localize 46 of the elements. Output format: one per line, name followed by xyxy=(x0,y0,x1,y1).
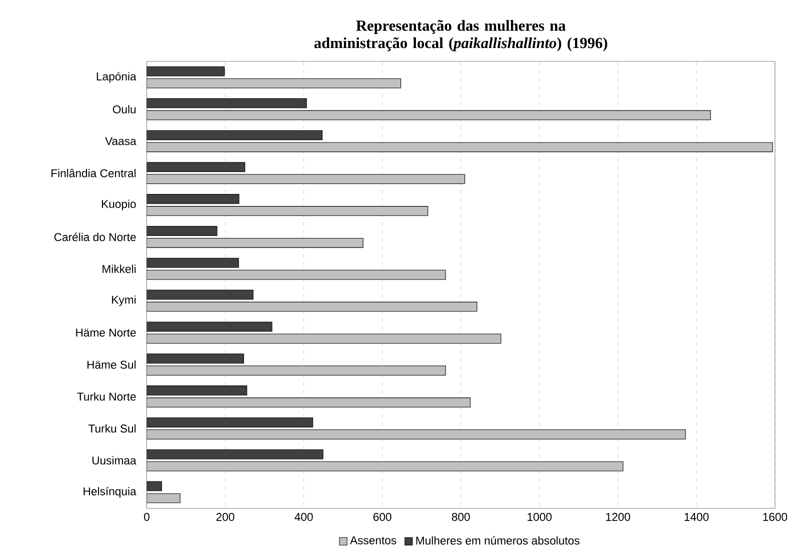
bar xyxy=(146,98,307,108)
y-tick-label: Häme Norte xyxy=(76,328,136,336)
y-tick-label: Häme Sul xyxy=(87,360,136,369)
y-tick-label: Turku Sul xyxy=(88,424,136,432)
bar xyxy=(146,78,402,88)
x-tick-label: 1400 xyxy=(684,512,709,521)
bar xyxy=(146,66,225,76)
y-tick-label: Uusimaa xyxy=(92,456,136,464)
legend-label: Assentos xyxy=(350,536,396,544)
x-tick-label: 1000 xyxy=(528,512,552,521)
bar xyxy=(146,461,624,472)
y-tick-label: Helsínquia xyxy=(84,486,136,498)
bar xyxy=(146,270,446,280)
y-tick-label: Oulu xyxy=(112,104,136,114)
y-tick-label: Finlândia Central xyxy=(52,168,136,178)
x-tick-label: 1600 xyxy=(763,512,788,521)
y-tick-label: Vaasa xyxy=(105,137,136,145)
y-tick-label: Mikkeli xyxy=(102,264,136,273)
bar xyxy=(146,481,162,492)
x-tick-label: 1200 xyxy=(606,512,630,521)
x-tick-label: 0 xyxy=(144,512,150,521)
bar xyxy=(146,194,240,204)
bar xyxy=(146,354,244,364)
bar xyxy=(146,226,218,236)
y-tick-label: Kuopio xyxy=(102,200,136,210)
x-tick-label: 800 xyxy=(452,512,470,521)
bar xyxy=(146,258,239,268)
bar xyxy=(146,493,180,504)
y-tick-label: Turku Norte xyxy=(77,392,136,401)
bar xyxy=(146,449,324,460)
y-tick-label: Lapónia xyxy=(96,72,136,83)
y-tick-label: Carélia do Norte xyxy=(54,232,136,242)
y-tick-label: Kymi xyxy=(112,295,136,306)
x-tick-label: 600 xyxy=(373,512,392,521)
bar xyxy=(146,174,466,184)
x-tick-label: 400 xyxy=(294,512,313,521)
chart-title: Representação das mulheres na administração local (paikallishallinto) (1996) xyxy=(314,20,608,52)
bar xyxy=(146,322,272,332)
x-tick-label: 200 xyxy=(216,512,234,521)
bar xyxy=(146,385,248,396)
bar xyxy=(146,130,323,140)
bar xyxy=(146,162,246,172)
bar xyxy=(146,417,314,428)
legend-label: Mulheres em números absolutos xyxy=(416,536,580,544)
bar xyxy=(146,366,446,376)
bar xyxy=(146,290,254,300)
